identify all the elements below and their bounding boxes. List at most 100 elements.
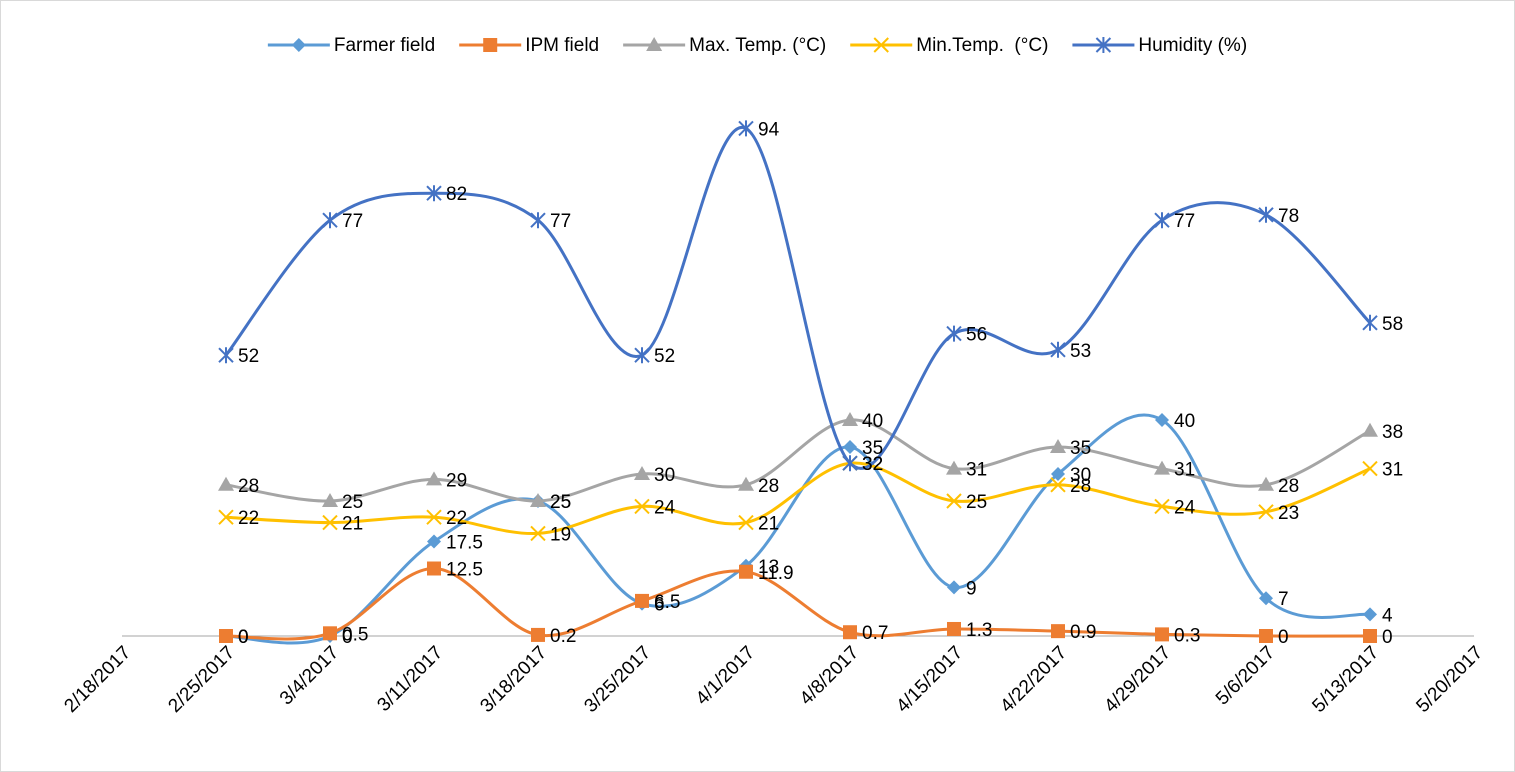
data-label: 24 [654,497,676,518]
legend-label: IPM field [525,35,599,56]
data-label: 11.9 [758,563,794,584]
legend: Farmer field IPM field Max. Temp. (°C) Min.… [267,35,1247,56]
data-label: 21 [342,514,363,535]
data-label: 24 [1174,497,1196,518]
data-label: 0 [1278,627,1289,648]
marker [1051,467,1065,481]
data-label: 23 [1278,503,1299,524]
series [218,120,1378,472]
marker [1363,629,1377,643]
series [218,412,1378,507]
marker [843,440,857,454]
data-label: 31 [1174,460,1195,481]
marker [1258,504,1274,520]
legend-item: Max. Temp. (°C) [623,35,826,56]
marker [322,493,338,507]
data-label: 0.9 [1070,622,1096,643]
marker [426,509,442,525]
marker [1051,624,1065,639]
legend-item: Humidity (%) [1072,35,1247,56]
data-label: 53 [1070,341,1091,362]
marker [323,626,337,641]
data-label: 1.3 [966,620,992,641]
marker [322,212,338,229]
marker [946,460,962,475]
marker [427,534,441,549]
data-label: 13 [758,557,779,578]
marker [218,509,234,525]
data-label: 25 [550,492,571,513]
marker [634,498,650,515]
marker [1259,629,1273,643]
data-label: 25 [342,492,363,513]
marker [1363,607,1377,622]
marker [426,471,442,486]
data-label: 94 [758,119,780,140]
data-label: 19 [550,524,571,545]
data-label: 6 [654,595,665,616]
data-label: 17.5 [446,533,483,554]
marker [946,493,962,509]
legend-label: Min.Temp. (°C) [916,35,1048,56]
marker [634,347,650,364]
data-label: 29 [446,470,467,491]
marker [843,625,857,640]
data-label: 31 [1382,460,1403,481]
legend-item: Min.Temp. (°C) [850,35,1048,56]
legend-label: Max. Temp. (°C) [689,35,826,56]
data-label: 9 [966,578,977,599]
data-label: 31 [966,460,987,481]
marker [1362,422,1378,437]
data-label: 32 [862,454,883,475]
data-label: 52 [238,346,259,367]
marker [531,627,545,642]
series-line [225,418,1371,503]
data-label: 0.3 [1174,625,1200,646]
legend-item: Farmer field [267,35,435,56]
data-label: 28 [758,476,779,497]
legend-label: Farmer field [334,35,435,56]
marker [842,412,858,426]
data-label: 28 [1070,476,1091,497]
data-label: 52 [654,346,675,367]
data-label: 78 [1278,206,1299,227]
marker [1362,460,1378,477]
marker [739,564,753,579]
marker [530,212,546,229]
data-label: 30 [1070,465,1091,486]
marker [635,593,649,608]
data-label: 35 [1070,438,1091,459]
data-label: 38 [1382,422,1403,443]
data-label: 77 [342,211,363,232]
data-label: 0.7 [862,623,888,644]
marker [1362,314,1378,331]
marker [947,580,961,595]
marker [427,561,441,576]
marker [322,514,338,531]
data-label: 30 [654,465,675,486]
series-line [225,461,1371,535]
marker [1050,439,1066,453]
data-label: 25 [966,492,987,513]
marker [1154,498,1170,515]
marker [738,476,754,491]
data-label: 58 [1382,314,1403,335]
marker [483,38,498,52]
data-label: 77 [550,211,571,232]
marker [291,38,306,52]
data-label: 0.5 [342,624,368,645]
data-label: 6.5 [654,592,680,613]
marker [1154,460,1170,475]
marker [1258,476,1274,491]
data-label: 28 [238,476,259,497]
data-label: 22 [238,508,259,529]
data-label: 4 [1382,605,1393,626]
marker [873,37,889,53]
marker [738,514,754,531]
marker [1258,206,1274,223]
marker [530,525,546,542]
data-label: 32 [862,454,883,475]
marker [947,621,961,636]
data-label: 56 [966,325,987,346]
